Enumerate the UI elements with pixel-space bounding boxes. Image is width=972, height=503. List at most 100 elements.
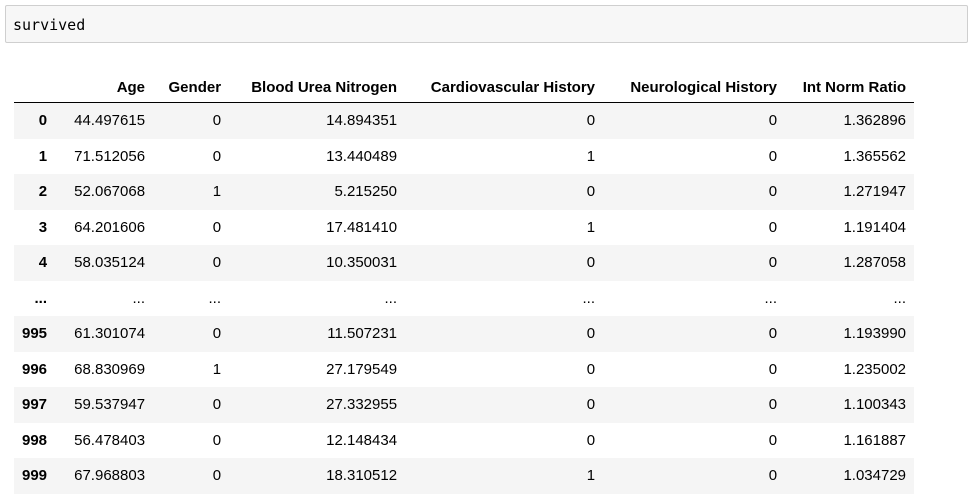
cell-blood-urea-nitrogen: 27.332955 [326,396,398,414]
header-index [14,72,56,103]
cell-neurological-history: 0 [768,325,778,343]
cell-age: 58.035124 [74,254,146,272]
header-cardiovascular-history: Cardiovascular History [405,72,604,103]
cell-int-norm-ratio: 1.362896 [843,112,907,130]
table-row: 996 68.830969 1 27.179549 0 0 1.235002 [14,351,915,387]
cell-cardiovascular-history: 1 [586,147,596,165]
row-index: ... [34,289,48,307]
cell-neurological-history: 0 [768,112,778,130]
cell-neurological-history: 0 [768,360,778,378]
cell-int-norm-ratio: 1.100343 [843,396,907,414]
cell-age: 56.478403 [74,431,146,449]
cell-blood-urea-nitrogen: 11.507231 [327,325,398,343]
cell-neurological-history: 0 [768,396,778,414]
cell-age: 71.512056 [74,147,146,165]
header-blood-urea-nitrogen: Blood Urea Nitrogen [229,72,406,103]
cell-blood-urea-nitrogen: 27.179549 [326,360,398,378]
row-index: 995 [22,325,48,343]
cell-age: 64.201606 [74,218,146,236]
output-area: Age Gender Blood Urea Nitrogen Cardiovas… [14,72,915,494]
cell-cardiovascular-history: 0 [586,325,596,343]
table-row: 997 59.537947 0 27.332955 0 0 1.100343 [14,387,915,423]
cell-blood-urea-nitrogen: ... [384,289,398,307]
cell-age: 67.968803 [74,467,146,485]
cell-age: 61.301074 [74,325,146,343]
header-gender: Gender [153,72,230,103]
row-index: 1 [38,147,48,165]
dataframe-table: Age Gender Blood Urea Nitrogen Cardiovas… [14,72,915,494]
cell-gender: 1 [212,360,222,378]
cell-gender: 0 [212,112,222,130]
table-row: 999 67.968803 0 18.310512 1 0 1.034729 [14,458,915,494]
cell-age: 52.067068 [74,183,146,201]
cell-neurological-history: 0 [768,218,778,236]
cell-gender: 0 [212,254,222,272]
cell-blood-urea-nitrogen: 17.481410 [326,218,398,236]
cell-gender: 0 [212,147,222,165]
cell-gender: 0 [212,218,222,236]
cell-gender: 0 [212,325,222,343]
row-index: 998 [22,431,48,449]
header-age: Age [55,72,154,103]
table-row: 998 56.478403 0 12.148434 0 0 1.161887 [14,422,915,458]
cell-blood-urea-nitrogen: 5.215250 [334,183,398,201]
table-row: 0 44.497615 0 14.894351 0 0 1.362896 [14,102,915,139]
cell-int-norm-ratio: 1.365562 [843,147,907,165]
row-index: 4 [38,254,48,272]
cell-cardiovascular-history: 0 [586,254,596,272]
cell-neurological-history: 0 [768,147,778,165]
cell-int-norm-ratio: 1.235002 [843,360,907,378]
cell-int-norm-ratio: 1.161887 [843,431,907,449]
table-row: 2 52.067068 1 5.215250 0 0 1.271947 [14,174,915,210]
cell-age: 44.497615 [74,112,146,130]
cell-blood-urea-nitrogen: 10.350031 [326,254,398,272]
cell-blood-urea-nitrogen: 18.310512 [326,467,398,485]
cell-neurological-history: 0 [768,467,778,485]
cell-blood-urea-nitrogen: 14.894351 [326,112,398,130]
cell-cardiovascular-history: 0 [586,396,596,414]
code-text[interactable]: survived [13,16,86,34]
row-index: 997 [22,396,48,414]
table-row: 3 64.201606 0 17.481410 1 0 1.191404 [14,209,915,245]
cell-age: 68.830969 [74,360,146,378]
cell-cardiovascular-history: 0 [586,183,596,201]
cell-cardiovascular-history: 1 [586,218,596,236]
cell-int-norm-ratio: 1.287058 [843,254,907,272]
table-body: 0 44.497615 0 14.894351 0 0 1.362896 1 7… [14,102,915,494]
row-index: 996 [22,360,48,378]
header-row: Age Gender Blood Urea Nitrogen Cardiovas… [14,72,915,103]
cell-int-norm-ratio: 1.191404 [843,218,907,236]
cell-gender: 0 [212,396,222,414]
cell-int-norm-ratio: 1.034729 [843,467,907,485]
cell-int-norm-ratio: ... [893,289,907,307]
cell-blood-urea-nitrogen: 13.440489 [326,147,398,165]
cell-cardiovascular-history: 0 [586,431,596,449]
row-index: 3 [38,218,48,236]
cell-cardiovascular-history: 0 [586,360,596,378]
row-index: 0 [38,112,48,130]
cell-gender: ... [208,289,222,307]
cell-neurological-history: 0 [768,431,778,449]
cell-int-norm-ratio: 1.193990 [843,325,907,343]
cell-neurological-history: ... [764,289,778,307]
cell-gender: 1 [212,183,222,201]
row-index: 2 [38,183,48,201]
cell-gender: 0 [212,467,222,485]
table-row-ellipsis: ... ... ... ... ... ... ... [14,280,915,316]
row-index: 999 [22,467,48,485]
code-input-cell[interactable]: survived [5,5,968,43]
cell-cardiovascular-history: 1 [586,467,596,485]
cell-cardiovascular-history: 0 [586,112,596,130]
table-row: 1 71.512056 0 13.440489 1 0 1.365562 [14,138,915,174]
cell-neurological-history: 0 [768,254,778,272]
cell-age: ... [132,289,146,307]
table-row: 995 61.301074 0 11.507231 0 0 1.193990 [14,316,915,352]
cell-gender: 0 [212,431,222,449]
header-neurological-history: Neurological History [603,72,786,103]
cell-cardiovascular-history: ... [582,289,596,307]
header-int-norm-ratio: Int Norm Ratio [785,72,915,103]
cell-blood-urea-nitrogen: 12.148434 [326,431,398,449]
cell-neurological-history: 0 [768,183,778,201]
cell-int-norm-ratio: 1.271947 [843,183,907,201]
table-row: 4 58.035124 0 10.350031 0 0 1.287058 [14,245,915,281]
